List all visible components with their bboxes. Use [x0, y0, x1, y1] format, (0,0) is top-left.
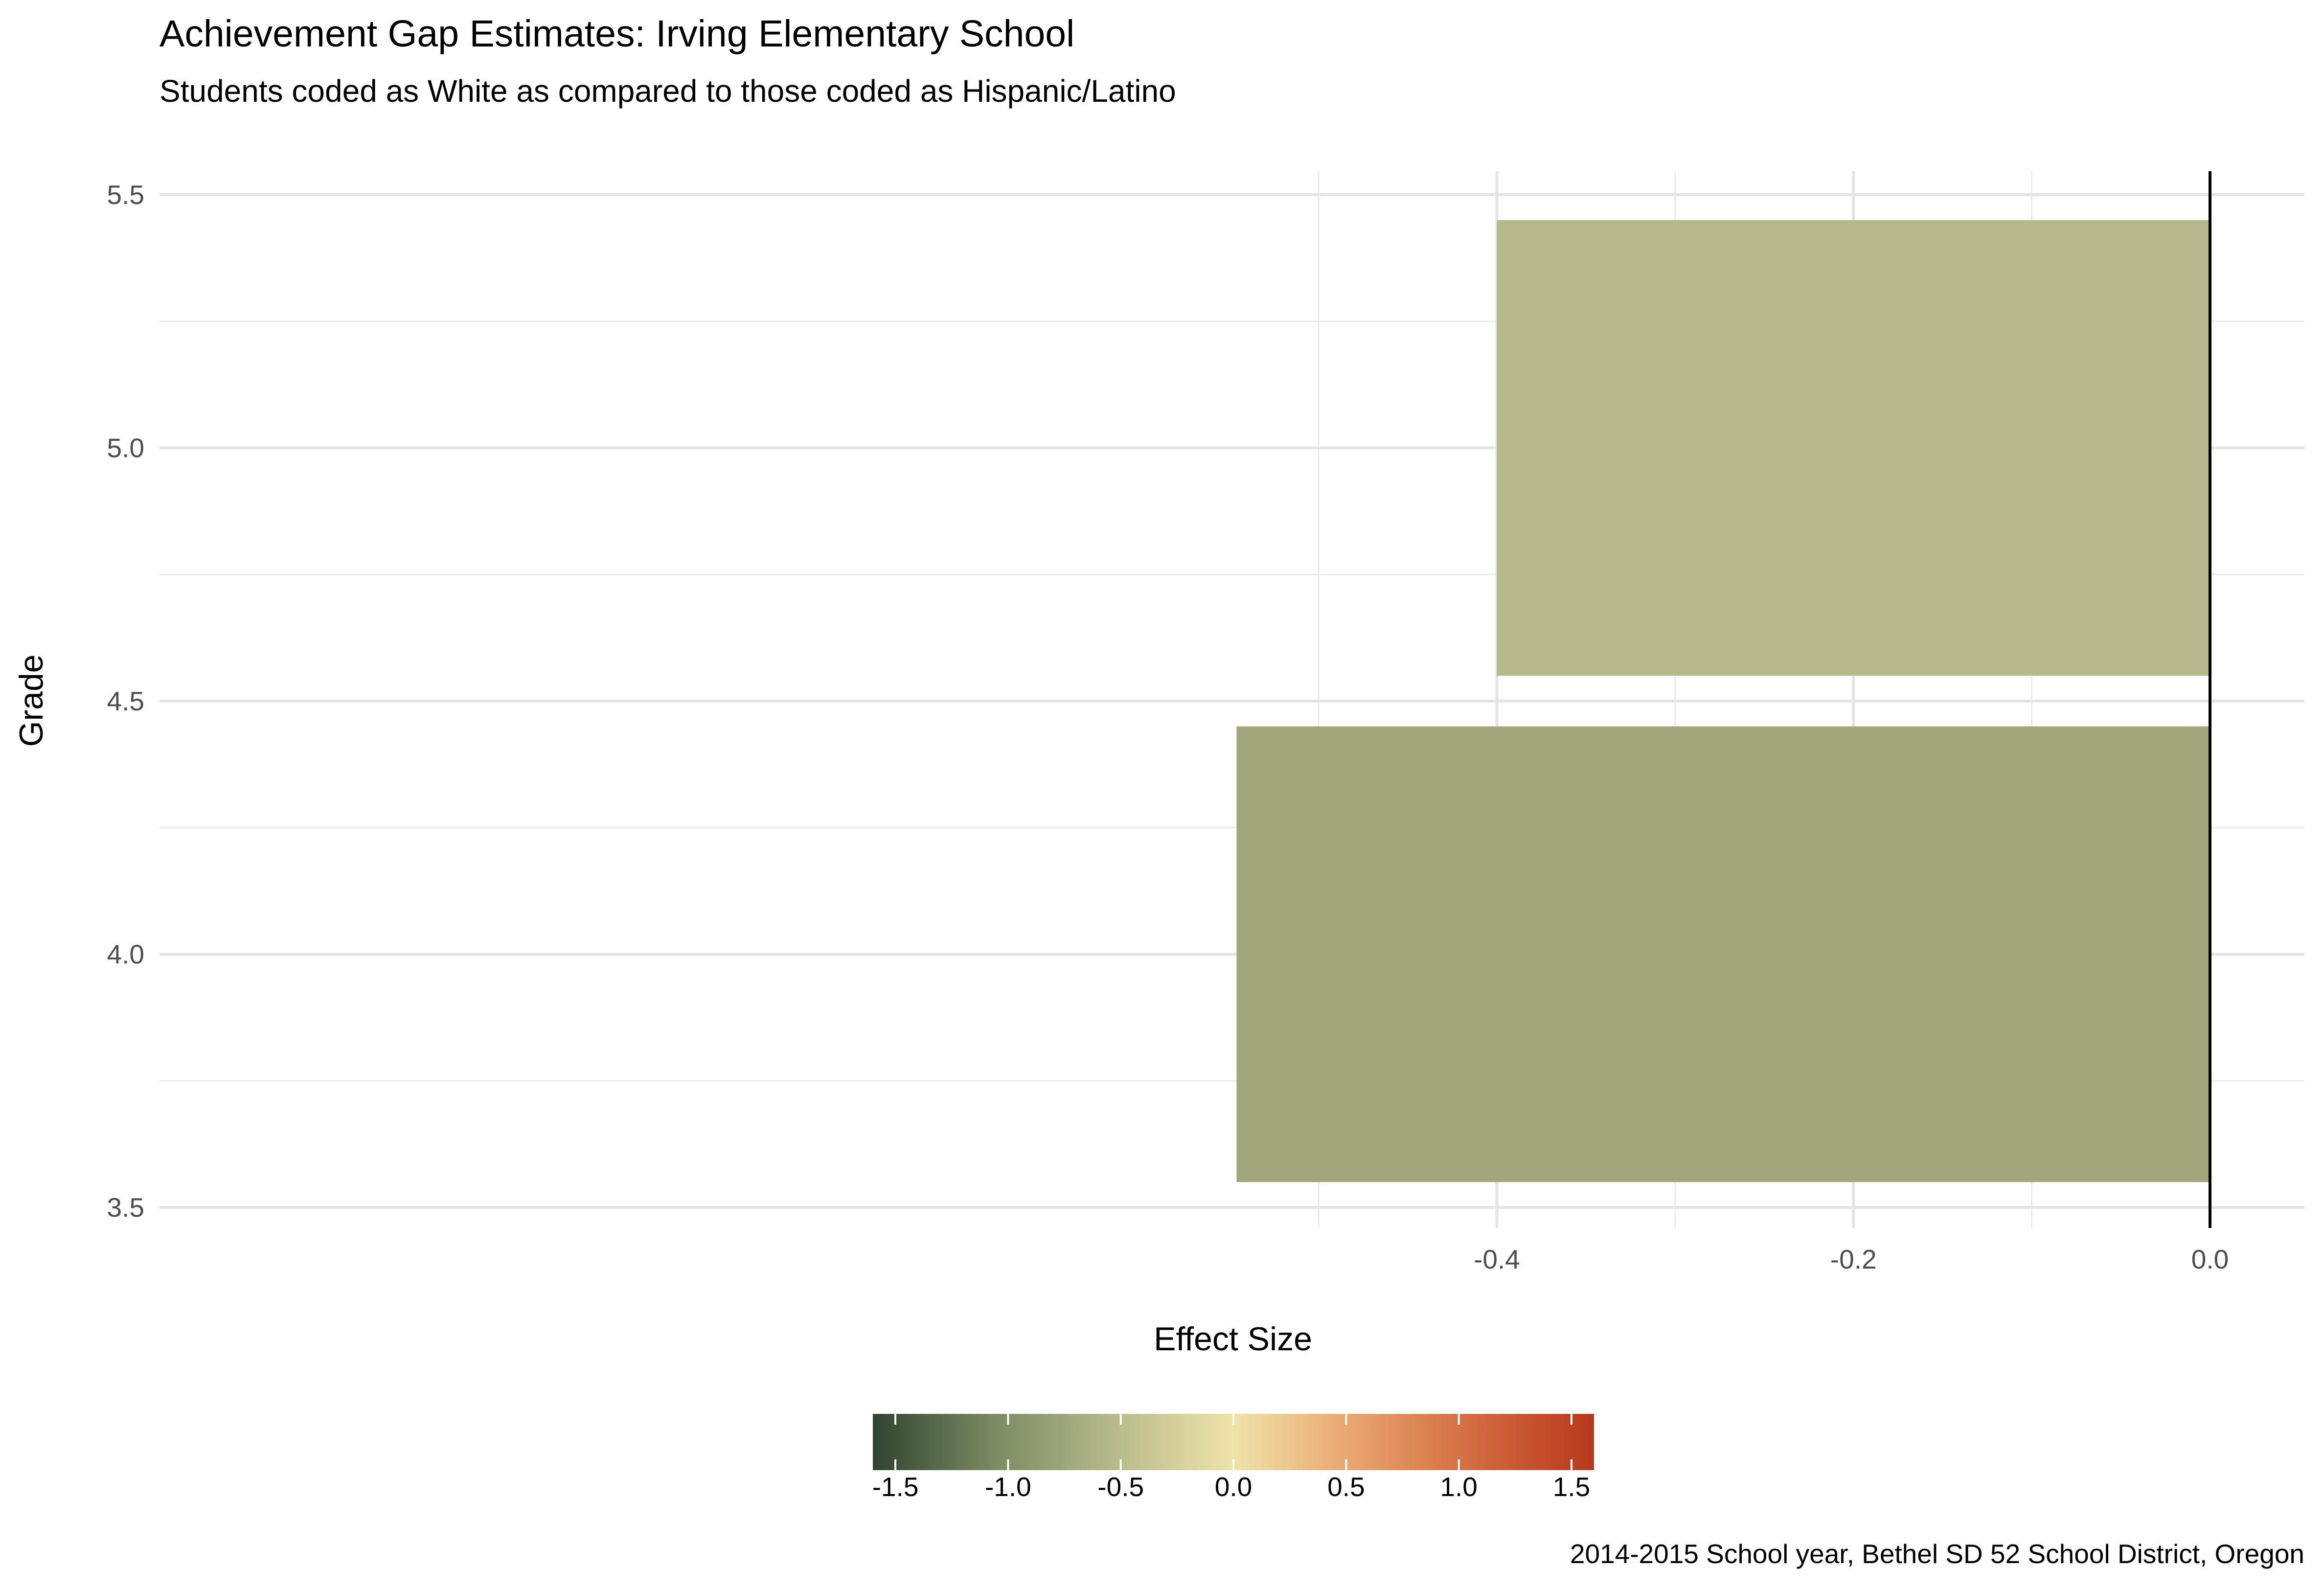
x-tick-label: -0.2	[1830, 1244, 1877, 1274]
y-tick-label: 5.0	[107, 433, 144, 463]
x-tick-label: 0.0	[2191, 1244, 2229, 1274]
bar-grade-5	[1497, 220, 2210, 676]
colorbar-legend: -1.5 -1.0 -0.5 0.0 0.5 1.0 1.5	[872, 1414, 1594, 1502]
chart-caption: 2014-2015 School year, Bethel SD 52 Scho…	[1570, 1539, 2304, 1569]
x-axis-title: Effect Size	[1154, 1320, 1312, 1358]
colorbar-tick-label: -1.5	[872, 1472, 919, 1502]
colorbar-tick-label: 1.5	[1553, 1472, 1590, 1502]
chart-subtitle: Students coded as White as compared to t…	[159, 73, 1176, 109]
y-axis-title: Grade	[13, 655, 50, 747]
bar-grade-4	[1236, 726, 2210, 1182]
colorbar-tick-label: -0.5	[1097, 1472, 1144, 1502]
chart-title: Achievement Gap Estimates: Irving Elemen…	[159, 13, 1074, 55]
colorbar-tick-label: -1.0	[985, 1472, 1031, 1502]
x-axis-ticks: -0.4 -0.2 0.0	[1474, 1244, 2229, 1274]
y-tick-label: 3.5	[107, 1192, 144, 1223]
y-axis-ticks: 3.5 4.0 4.5 5.0 5.5	[107, 180, 144, 1223]
y-tick-label: 4.0	[107, 939, 144, 970]
colorbar-tick-label: 0.5	[1327, 1472, 1365, 1502]
colorbar-tick-label: 1.0	[1440, 1472, 1477, 1502]
x-tick-label: -0.4	[1474, 1244, 1520, 1274]
y-tick-label: 5.5	[107, 180, 144, 210]
colorbar-tick-label: 0.0	[1215, 1472, 1252, 1502]
y-tick-label: 4.5	[107, 686, 144, 716]
bars	[1236, 220, 2210, 1182]
